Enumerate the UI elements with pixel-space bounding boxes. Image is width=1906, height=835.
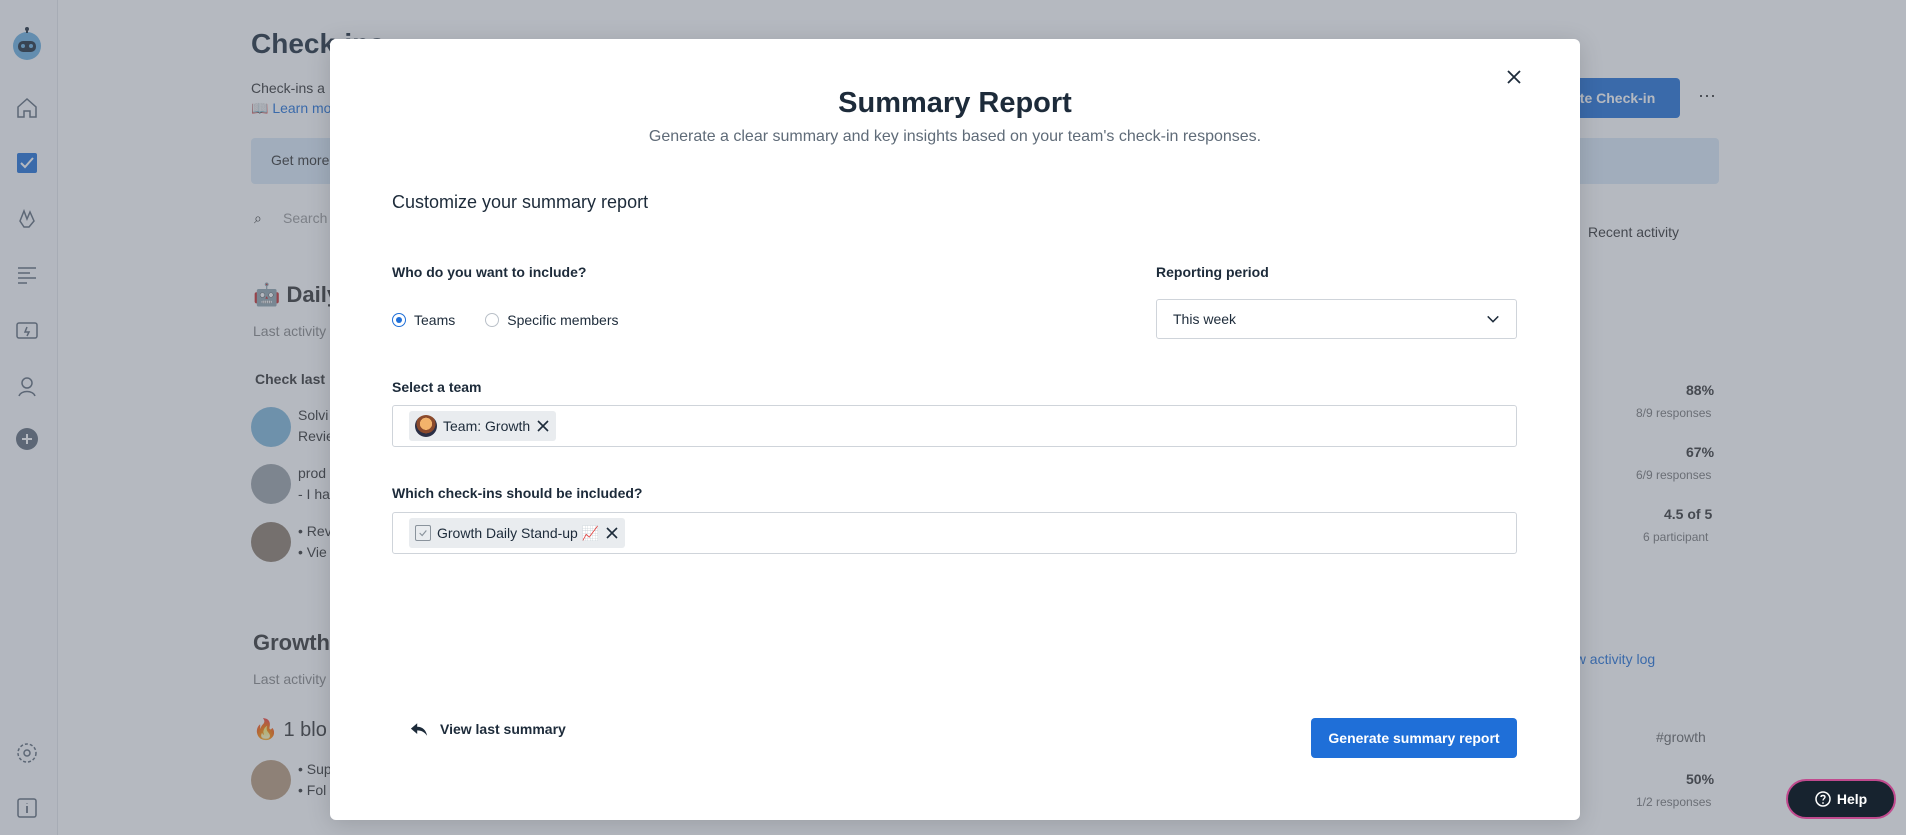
standups-icon[interactable] — [14, 262, 40, 288]
checkins-label: Which check-ins should be included? — [392, 485, 643, 501]
stat-value: 50% — [1686, 771, 1715, 787]
remove-checkin-button[interactable] — [605, 526, 619, 540]
stat-value: 4.5 of 5 — [1664, 506, 1713, 522]
learn-more-link[interactable]: 📖 Learn mo — [251, 100, 332, 116]
reporting-period-value: This week — [1173, 311, 1237, 327]
reply-arrow-icon — [410, 722, 428, 736]
question-icon — [1815, 791, 1831, 807]
growth-checkin-title[interactable]: Growth — [253, 630, 330, 655]
checkin-tag: Growth Daily Stand-up 📈 — [409, 518, 626, 548]
radio-specific-members[interactable]: Specific members — [485, 312, 619, 328]
reporting-period-select[interactable]: This week — [1156, 299, 1517, 339]
response-line: • Vie — [298, 544, 327, 560]
check-last-heading: Check last — [255, 371, 326, 387]
team-label: Select a team — [392, 379, 482, 395]
response-line: Solvi — [298, 407, 329, 423]
help-label: Help — [1836, 791, 1868, 807]
view-activity-log-link[interactable]: ew activity log — [1568, 651, 1656, 667]
settings-icon[interactable] — [14, 740, 40, 766]
period-label: Reporting period — [1156, 264, 1269, 280]
radio-teams-input[interactable] — [392, 313, 406, 327]
close-button[interactable] — [1502, 65, 1526, 89]
radio-specific-members-label: Specific members — [507, 312, 619, 328]
retro-icon[interactable] — [14, 318, 40, 344]
response-line: prod — [298, 465, 327, 481]
checkins-icon[interactable] — [14, 150, 40, 176]
help-button[interactable]: Help — [1786, 779, 1896, 819]
response-line: - I ha — [298, 486, 330, 502]
radio-teams-label: Teams — [414, 312, 456, 328]
modal-subtitle: Generate a clear summary and key insight… — [648, 128, 1262, 145]
stat-sub: 1/2 responses — [1636, 795, 1712, 809]
checkins-select-input[interactable]: Growth Daily Stand-up 📈 — [392, 512, 1517, 554]
team-select-input[interactable]: Team: Growth — [392, 405, 1517, 447]
modal-title: Summary Report — [838, 87, 1072, 119]
response-line: • Rev — [298, 523, 332, 539]
last-activity: Last activity — [253, 671, 327, 687]
stat-sub: 6/9 responses — [1636, 468, 1712, 482]
add-icon[interactable] — [14, 426, 40, 452]
close-icon — [537, 420, 549, 432]
promo-text: Get more — [271, 152, 330, 168]
remove-team-button[interactable] — [536, 419, 550, 433]
avatar — [251, 522, 291, 562]
radio-specific-members-input[interactable] — [485, 313, 500, 327]
close-icon — [606, 527, 618, 539]
team-tag: Team: Growth — [409, 411, 557, 441]
radio-teams[interactable]: Teams — [392, 312, 455, 328]
stat-sub: 8/9 responses — [1636, 406, 1712, 420]
stat-value: 67% — [1686, 444, 1715, 460]
blockers-count: 🔥 1 blo — [253, 719, 327, 741]
kudos-icon[interactable] — [14, 206, 40, 232]
search-icon: ⌕ — [254, 210, 262, 226]
avatar — [251, 760, 291, 800]
include-radio-group: Teams Specific members — [392, 312, 619, 328]
response-line: • Sup — [298, 761, 332, 777]
daily-checkin-title[interactable]: 🤖 Daily — [253, 282, 340, 307]
search-input[interactable]: Search — [283, 210, 328, 226]
view-last-summary-label: View last summary — [440, 721, 566, 737]
close-icon — [1507, 70, 1521, 84]
stat-value: 88% — [1686, 382, 1715, 398]
summary-report-modal: Summary Report Generate a clear summary … — [330, 39, 1580, 820]
chevron-down-icon — [1487, 315, 1499, 323]
generate-summary-button[interactable]: Generate summary report — [1311, 718, 1517, 758]
intro-text: Check-ins a — [251, 80, 325, 96]
avatar — [251, 464, 291, 504]
avatar — [251, 407, 291, 447]
last-activity: Last activity — [253, 323, 327, 339]
team-tag-label: Team: Growth — [443, 418, 531, 434]
channel-tag: #growth — [1656, 729, 1706, 745]
app-logo-icon[interactable] — [9, 26, 45, 62]
checkin-tag-label: Growth Daily Stand-up 📈 — [437, 524, 600, 541]
response-line: • Fol — [298, 782, 327, 798]
team-avatar — [415, 415, 437, 437]
view-last-summary-link[interactable]: View last summary — [410, 721, 566, 737]
sidebar-nav — [0, 0, 58, 835]
home-icon[interactable] — [14, 95, 40, 121]
more-options-icon[interactable]: ⋯ — [1698, 86, 1716, 106]
sort-dropdown[interactable]: Recent activity — [1588, 224, 1680, 240]
info-icon[interactable] — [14, 795, 40, 821]
include-label: Who do you want to include? — [392, 264, 587, 280]
section-title: Customize your summary report — [392, 192, 649, 212]
response-line: Revie — [298, 428, 334, 444]
checkin-icon — [415, 525, 431, 541]
people-icon[interactable] — [14, 374, 40, 400]
stat-sub: 6 participant — [1643, 530, 1709, 544]
